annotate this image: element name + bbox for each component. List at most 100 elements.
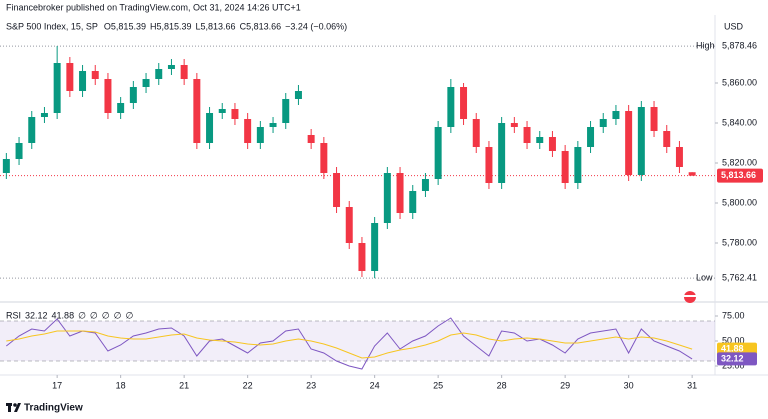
- y-tick-label: 5,840.00: [722, 117, 757, 127]
- candle-body: [599, 119, 607, 127]
- candle-body: [688, 172, 696, 176]
- candle-body: [345, 207, 353, 243]
- candle-body: [383, 173, 391, 223]
- candle-body: [333, 173, 341, 207]
- candle-body: [574, 147, 582, 183]
- rsi-name: RSI: [6, 310, 21, 320]
- legend-extra: ∅: [125, 310, 133, 320]
- candle-body: [129, 87, 137, 103]
- x-tick-label: 28: [497, 380, 507, 390]
- legend-extra: ∅: [114, 310, 122, 320]
- candle-body: [282, 99, 290, 123]
- candle-body: [142, 79, 150, 87]
- level-value: 5,762.41: [722, 273, 757, 283]
- level-name: Low: [696, 273, 713, 283]
- candle-body: [15, 143, 23, 159]
- candle-body: [434, 127, 442, 179]
- x-tick-label: 29: [560, 380, 570, 390]
- y-tick-label: 5,800.00: [722, 197, 757, 207]
- change: −3.24 (−0.06%): [285, 21, 347, 31]
- ohlc-key: C: [240, 21, 247, 31]
- candle-body: [498, 123, 506, 183]
- candle-body: [79, 71, 87, 91]
- candle-body: [294, 91, 302, 99]
- x-tick-label: 23: [306, 380, 316, 390]
- candle-body: [307, 135, 315, 143]
- ohlc-value: 5,813.66: [201, 21, 236, 31]
- brand: TradingView: [24, 403, 83, 414]
- value-badge: [717, 342, 757, 356]
- candle-body: [91, 71, 99, 79]
- last-price-badge: [717, 168, 763, 183]
- candle-body: [193, 79, 201, 143]
- brand-logo: [6, 403, 21, 412]
- candle-body: [371, 223, 379, 271]
- x-tick-label: 18: [116, 380, 126, 390]
- candle-body: [421, 179, 429, 191]
- candle-body: [104, 79, 112, 113]
- candle-body: [675, 147, 683, 167]
- candle-body: [66, 63, 74, 91]
- y-tick-label: 5,820.00: [722, 157, 757, 167]
- candle-body: [2, 159, 10, 173]
- y-tick-label: 50.00: [722, 335, 745, 345]
- candle-body: [548, 137, 556, 151]
- publisher: Financebroker published on TradingView.c…: [6, 2, 301, 12]
- value-badge-label: 32.12: [721, 353, 744, 363]
- x-tick-label: 25: [433, 380, 443, 390]
- level-value: 5,878.46: [722, 40, 757, 50]
- candle-body: [155, 69, 163, 79]
- y-tick-label: 5,860.00: [722, 77, 757, 87]
- logo-part: [13, 403, 17, 407]
- x-tick-label: 17: [52, 380, 62, 390]
- rsi-band: [0, 321, 715, 361]
- candle-body: [612, 111, 620, 119]
- candle-body: [587, 127, 595, 147]
- level-name: High: [696, 40, 715, 50]
- logo-part: [14, 403, 21, 412]
- symbol: S&P 500 Index, 15, SP: [6, 21, 98, 31]
- candle-body: [447, 87, 455, 127]
- ohlc-key: L: [196, 21, 201, 31]
- candle-body: [460, 87, 468, 119]
- legend-extra: ∅: [78, 310, 86, 320]
- flag-stripe: [684, 295, 696, 297]
- rsi-legend-value: 32.12: [25, 310, 48, 320]
- candle-body: [53, 63, 61, 113]
- x-tick-label: 21: [179, 380, 189, 390]
- candle-body: [218, 109, 226, 113]
- ohlc-key: H: [150, 21, 157, 31]
- candle-body: [40, 113, 48, 117]
- x-tick-label: 31: [687, 380, 697, 390]
- ohlc-value: 5,815.39: [111, 21, 146, 31]
- candle-body: [409, 191, 417, 213]
- currency: USD: [724, 21, 744, 31]
- value-badge: [717, 352, 757, 366]
- candle-body: [650, 107, 658, 131]
- x-tick-label: 30: [624, 380, 634, 390]
- rsi-line: [6, 330, 693, 359]
- candle-body: [167, 65, 175, 69]
- candle-body: [28, 117, 36, 143]
- ohlc-value: 5,813.66: [246, 21, 281, 31]
- candle-body: [358, 243, 366, 271]
- candle-body: [510, 123, 518, 127]
- legend-extra: ∅: [90, 310, 98, 320]
- candle-body: [256, 127, 264, 143]
- y-tick-label: 75.00: [722, 310, 745, 320]
- candle-body: [637, 107, 645, 175]
- rsi-legend-value: 41.88: [52, 310, 75, 320]
- candle-body: [269, 123, 277, 127]
- value-badge-label: 41.88: [721, 343, 744, 353]
- rsi-line: [5, 317, 693, 370]
- candle-body: [472, 119, 480, 147]
- y-tick-label: 5,780.00: [722, 237, 757, 247]
- candle-body: [244, 119, 252, 143]
- ohlc-key: O: [104, 21, 111, 31]
- candle-body: [206, 113, 214, 143]
- legend-extra: ∅: [102, 310, 110, 320]
- candle-body: [180, 65, 188, 79]
- logo-part: [8, 403, 11, 412]
